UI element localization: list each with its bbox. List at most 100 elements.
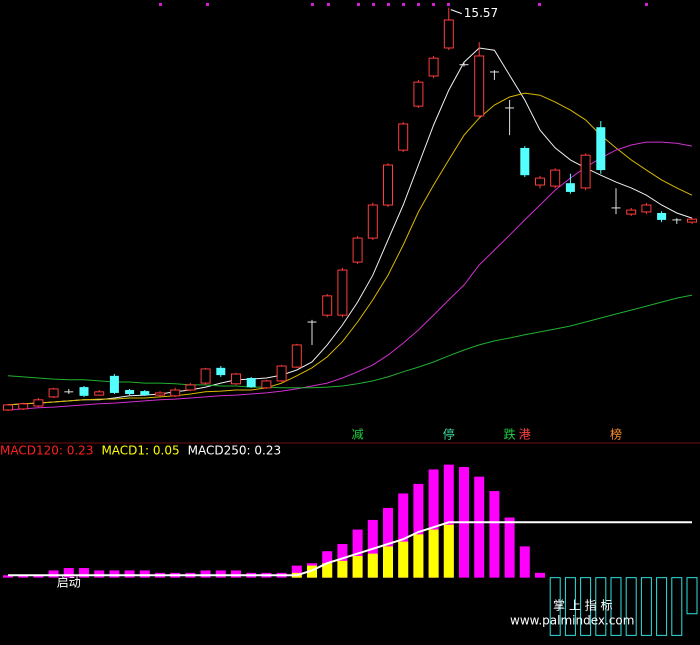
macd-bar <box>307 565 317 578</box>
macd-bar <box>124 570 135 578</box>
macd-bar <box>139 570 150 578</box>
signal-label: 减 <box>352 428 364 442</box>
macd-bar <box>656 577 668 636</box>
macd-bar <box>625 577 637 636</box>
candle-body <box>125 390 135 395</box>
candle-body <box>474 55 485 117</box>
candle-body <box>520 147 530 176</box>
signal-label: 启动 <box>57 576 81 590</box>
dot <box>432 3 435 6</box>
ma-line <box>7 92 693 406</box>
macd-bar <box>474 476 485 578</box>
macd-bar <box>367 553 378 578</box>
macd-bar <box>352 556 363 578</box>
macd-bar <box>231 570 241 578</box>
ma-line <box>7 47 693 406</box>
legend-entry: MACD120: 0.23 <box>0 444 93 458</box>
candle-body <box>580 154 591 189</box>
macd-bar <box>686 577 698 615</box>
candle-body <box>155 392 165 396</box>
macd-bar <box>535 572 545 578</box>
macd-bar <box>443 464 454 578</box>
dot <box>538 3 541 6</box>
macd-bar <box>79 568 89 578</box>
candle-body <box>94 391 105 396</box>
candle-body <box>185 384 196 391</box>
watermark-url: www.palmindex.com <box>510 614 634 628</box>
macd-bar <box>580 577 592 636</box>
signal-label: 榜 <box>610 427 622 442</box>
macd-bar <box>671 577 683 636</box>
macd-bar <box>519 546 530 578</box>
macd-bar <box>489 491 500 578</box>
macd-bar <box>33 575 44 578</box>
macd-bar <box>94 570 105 578</box>
candle-body <box>3 404 13 411</box>
dot <box>402 3 405 6</box>
dot <box>311 3 314 6</box>
macd-bar <box>383 507 393 578</box>
candle-body <box>246 378 256 388</box>
macd-bar <box>398 541 409 578</box>
macd-bar <box>413 483 424 578</box>
macd-bar <box>3 575 13 578</box>
candle-body <box>687 218 697 223</box>
watermark-brand: 掌 上 指 标 <box>553 598 612 613</box>
candle-body <box>109 375 119 393</box>
dot <box>159 3 162 6</box>
macd-bar <box>398 493 409 578</box>
candle-body <box>33 399 44 407</box>
candle-body <box>443 19 454 49</box>
ma-line <box>7 294 693 389</box>
top-dots <box>159 3 648 6</box>
candle-body <box>170 389 181 397</box>
candle-body <box>596 127 606 171</box>
legend-entry: MACD250: 0.23 <box>188 444 281 458</box>
dot <box>206 3 209 6</box>
macd-line <box>8 521 692 577</box>
macd-bar <box>428 529 439 578</box>
macd-bar <box>504 517 515 578</box>
dot <box>417 3 420 6</box>
macd-bar <box>595 577 607 636</box>
macd-bar <box>337 560 348 578</box>
candle-body <box>261 380 272 389</box>
signal-label: 港 <box>519 428 531 442</box>
candle-body <box>18 403 29 410</box>
candle-body <box>565 183 575 192</box>
signal-label: 停 <box>443 427 455 442</box>
ma-line <box>7 141 693 411</box>
dot <box>645 3 648 6</box>
candle-body <box>535 177 545 186</box>
candle-body <box>276 365 287 382</box>
macd-bar <box>413 534 424 578</box>
macd-bar <box>200 570 211 578</box>
macd-bar <box>640 577 652 636</box>
candle-body <box>231 373 241 385</box>
macd-bar <box>18 575 29 578</box>
candle-body <box>367 204 378 239</box>
macd-bar <box>322 563 333 578</box>
macd-bar <box>215 570 226 578</box>
candle-body <box>428 57 439 77</box>
signal-label: 跌 <box>504 427 516 442</box>
candle-body <box>216 367 226 376</box>
macd-bar <box>443 524 454 578</box>
legend-entry: MACD1: 0.05 <box>101 444 179 458</box>
candle-body <box>657 213 667 220</box>
candle-body <box>352 237 363 263</box>
macd-bar <box>291 565 302 578</box>
macd-bar <box>63 568 74 578</box>
macd-bar <box>48 570 59 578</box>
macd-bar <box>564 577 576 636</box>
dot <box>357 3 360 6</box>
candle-body <box>398 123 409 151</box>
dot <box>447 3 450 6</box>
macd-bar <box>610 577 622 636</box>
macd-bar <box>428 469 439 578</box>
candle-body <box>337 269 348 316</box>
candle-body <box>200 368 211 384</box>
